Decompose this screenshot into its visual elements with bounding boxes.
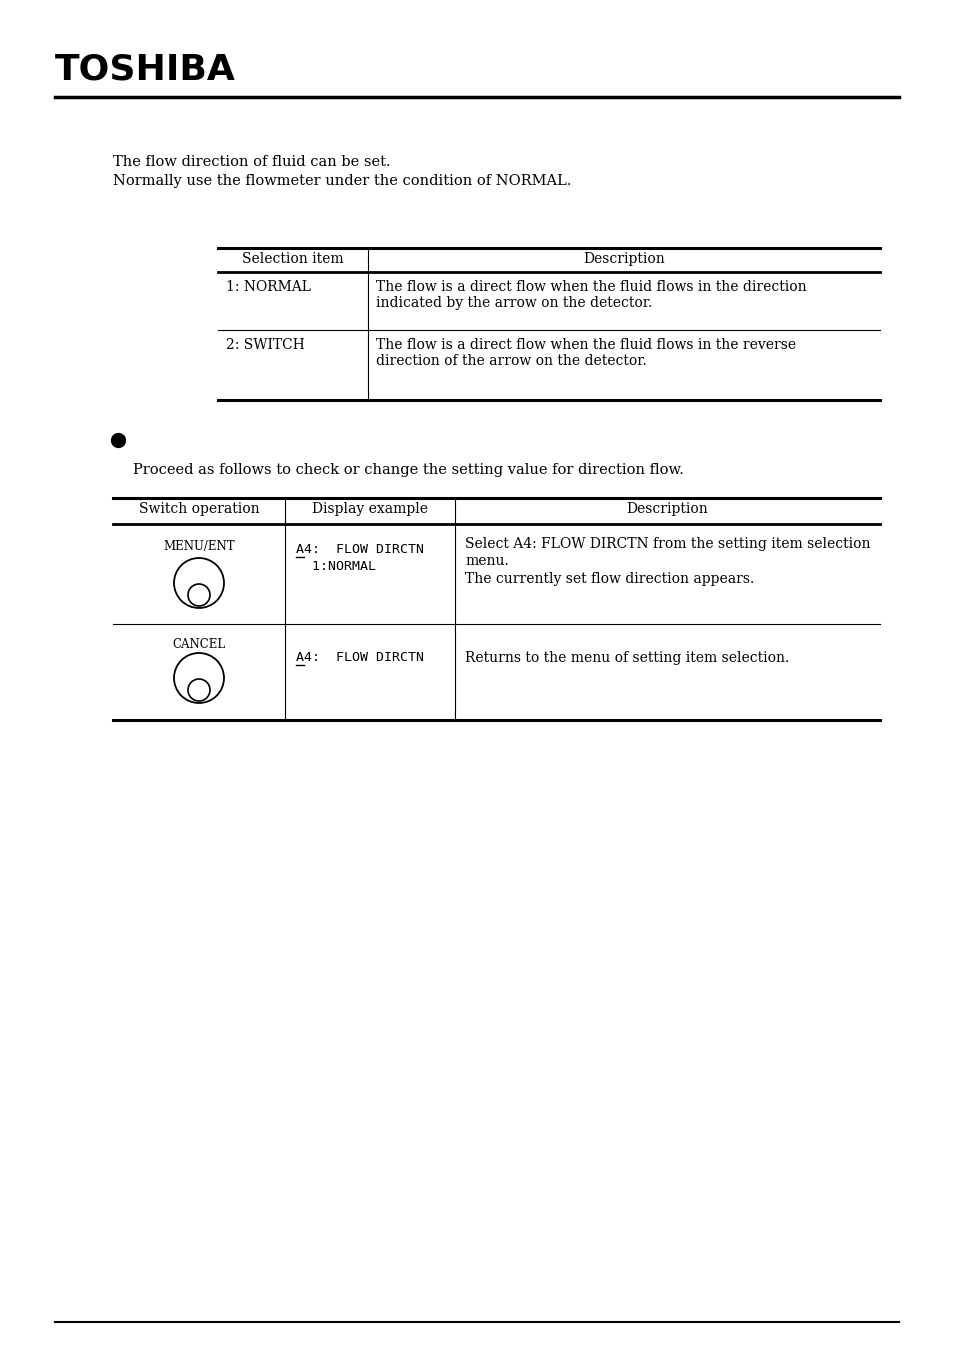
- Text: Returns to the menu of setting item selection.: Returns to the menu of setting item sele…: [464, 651, 788, 666]
- Text: TOSHIBA: TOSHIBA: [55, 53, 235, 86]
- Text: Select A4: FLOW DIRCTN from the setting item selection: Select A4: FLOW DIRCTN from the setting …: [464, 537, 869, 551]
- Text: Selection item: Selection item: [242, 252, 343, 266]
- Text: 2: SWITCH: 2: SWITCH: [226, 338, 304, 352]
- Text: Display example: Display example: [312, 502, 428, 516]
- Text: The flow is a direct flow when the fluid flows in the reverse: The flow is a direct flow when the fluid…: [375, 338, 796, 352]
- Text: CANCEL: CANCEL: [172, 639, 225, 651]
- Text: 1:NORMAL: 1:NORMAL: [295, 560, 375, 572]
- Text: Description: Description: [626, 502, 708, 516]
- Text: menu.: menu.: [464, 554, 508, 568]
- Text: The flow direction of fluid can be set.: The flow direction of fluid can be set.: [112, 155, 390, 169]
- Text: The currently set flow direction appears.: The currently set flow direction appears…: [464, 572, 754, 586]
- Text: A4:  FLOW DIRCTN: A4: FLOW DIRCTN: [295, 543, 423, 556]
- Text: MENU/ENT: MENU/ENT: [163, 540, 234, 553]
- Text: Normally use the flowmeter under the condition of NORMAL.: Normally use the flowmeter under the con…: [112, 174, 571, 188]
- Text: 1: NORMAL: 1: NORMAL: [226, 279, 311, 294]
- Text: A4:  FLOW DIRCTN: A4: FLOW DIRCTN: [295, 651, 423, 664]
- Text: Proceed as follows to check or change the setting value for direction flow.: Proceed as follows to check or change th…: [132, 463, 683, 477]
- Text: The flow is a direct flow when the fluid flows in the direction: The flow is a direct flow when the fluid…: [375, 279, 806, 294]
- Text: direction of the arrow on the detector.: direction of the arrow on the detector.: [375, 354, 646, 369]
- Text: Switch operation: Switch operation: [138, 502, 259, 516]
- Text: Description: Description: [582, 252, 664, 266]
- Text: indicated by the arrow on the detector.: indicated by the arrow on the detector.: [375, 296, 652, 310]
